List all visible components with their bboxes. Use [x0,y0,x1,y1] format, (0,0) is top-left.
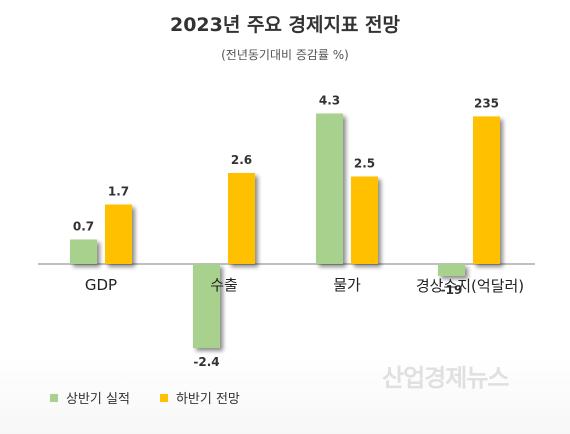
data-label-s1-3: -19 [441,283,463,297]
bar-s1-0 [70,239,97,264]
watermark-logo: 산업경제뉴스 [382,364,509,392]
bar-s2-1 [228,173,255,264]
legend-label-series2: 하반기 전망 [175,392,240,407]
legend-item-series1: 상반기 실적 [50,388,130,407]
legend-label-series1: 상반기 실적 [66,392,130,407]
bar-s1-1 [193,264,220,348]
data-label-s2-0: 1.7 [108,185,129,199]
bar-s2-0 [105,204,132,264]
bar-s2-3 [473,116,500,264]
chart-subtitle: (전년동기대비 증감률 %) [221,48,349,62]
bar-s1-2 [316,113,343,264]
legend-item-series2: 하반기 전망 [159,388,240,407]
legend-swatch-series1 [50,393,58,402]
chart-title: 2023년 주요 경제지표 전망 [169,14,401,36]
category-label-2: 물가 [333,276,361,294]
data-label-s2-1: 2.6 [231,153,252,167]
data-label-s1-2: 4.3 [319,94,340,108]
bar-s2-2 [351,176,378,264]
data-label-s1-1: -2.4 [193,355,219,369]
category-label-1: 수출 [210,276,238,294]
category-label-3: 경상수지(억달러) [416,277,524,295]
data-label-s2-3: 235 [474,96,499,110]
category-label-0: GDP [85,276,117,294]
data-label-s1-0: 0.7 [73,220,94,234]
bar-s1-3 [438,264,465,276]
data-label-s2-2: 2.5 [354,157,375,171]
legend-swatch-series2 [159,393,168,402]
chart-legend: 상반기 실적 하반기 전망 [50,388,240,407]
